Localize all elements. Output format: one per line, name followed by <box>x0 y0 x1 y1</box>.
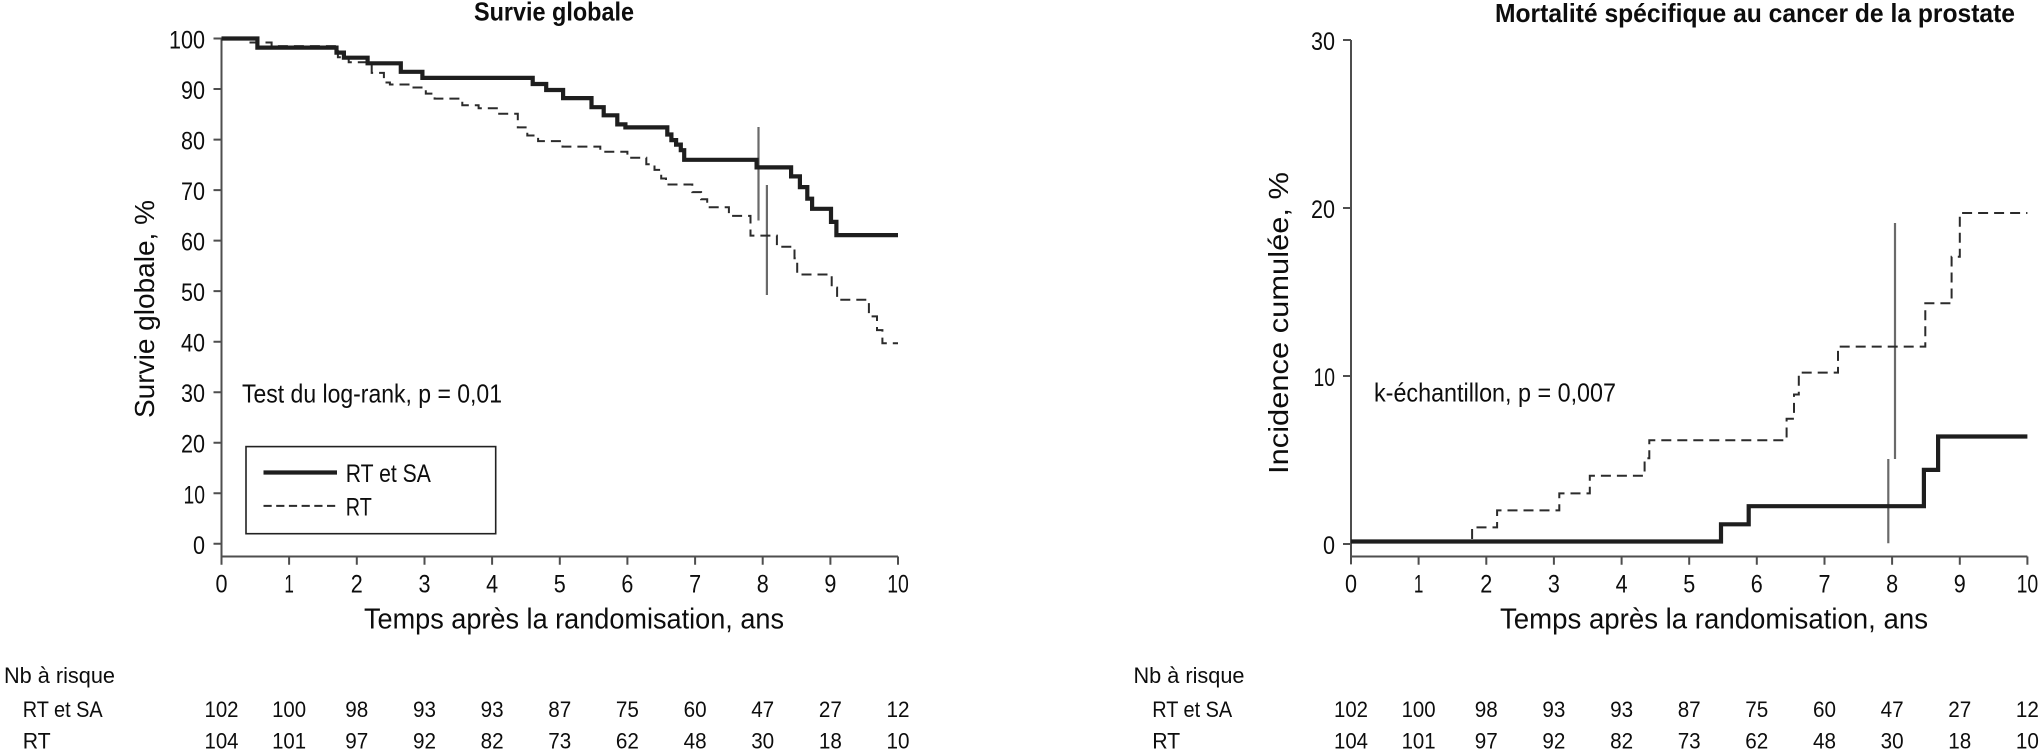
svg-text:9: 9 <box>1954 571 1966 599</box>
svg-text:92: 92 <box>1542 729 1565 752</box>
svg-text:82: 82 <box>481 729 504 752</box>
svg-text:12: 12 <box>2016 697 2039 722</box>
svg-text:RT: RT <box>346 494 372 522</box>
svg-text:87: 87 <box>548 697 571 722</box>
svg-text:100: 100 <box>169 27 205 55</box>
svg-text:6: 6 <box>1751 571 1763 599</box>
svg-text:Nb à risque: Nb à risque <box>4 663 115 688</box>
svg-text:Survie globale: Survie globale <box>474 0 634 27</box>
svg-text:75: 75 <box>616 697 639 722</box>
svg-text:Incidence cumulée, %: Incidence cumulée, % <box>1263 172 1294 474</box>
svg-text:Temps après la randomisation,: Temps après la randomisation, ans <box>364 604 784 636</box>
svg-text:10: 10 <box>184 481 206 509</box>
svg-text:48: 48 <box>1813 729 1836 752</box>
svg-text:10: 10 <box>887 729 910 752</box>
svg-text:60: 60 <box>1813 697 1836 722</box>
svg-text:20: 20 <box>181 431 205 459</box>
svg-text:98: 98 <box>345 697 368 722</box>
svg-text:73: 73 <box>1678 729 1701 752</box>
svg-text:10: 10 <box>2017 571 2039 599</box>
svg-text:97: 97 <box>1475 729 1498 752</box>
svg-text:0: 0 <box>1323 532 1335 560</box>
svg-text:2: 2 <box>1480 571 1492 599</box>
svg-text:62: 62 <box>616 729 639 752</box>
svg-text:RT: RT <box>1152 729 1180 752</box>
svg-text:3: 3 <box>1548 571 1560 599</box>
svg-text:0: 0 <box>216 571 228 599</box>
svg-text:30: 30 <box>1881 729 1904 752</box>
svg-text:0: 0 <box>1345 571 1357 599</box>
svg-text:30: 30 <box>751 729 774 752</box>
svg-text:104: 104 <box>1334 729 1368 752</box>
svg-text:Mortalité spécifique au cancer: Mortalité spécifique au cancer de la pro… <box>1495 0 2015 28</box>
svg-text:20: 20 <box>1311 196 1335 224</box>
svg-text:5: 5 <box>1683 571 1695 599</box>
svg-text:80: 80 <box>181 128 205 156</box>
svg-text:47: 47 <box>751 697 774 722</box>
svg-text:8: 8 <box>1886 571 1898 599</box>
svg-text:4: 4 <box>1616 571 1628 599</box>
svg-text:7: 7 <box>689 571 701 599</box>
svg-text:101: 101 <box>1402 729 1436 752</box>
svg-text:90: 90 <box>181 77 205 105</box>
svg-text:Temps après la randomisation,: Temps après la randomisation, ans <box>1500 604 1928 636</box>
svg-text:40: 40 <box>181 330 205 358</box>
svg-text:Survie globale, %: Survie globale, % <box>129 200 160 418</box>
svg-text:1: 1 <box>284 571 294 599</box>
svg-text:10: 10 <box>887 571 909 599</box>
svg-text:48: 48 <box>684 729 707 752</box>
svg-text:93: 93 <box>481 697 504 722</box>
svg-text:18: 18 <box>819 729 842 752</box>
svg-text:10: 10 <box>1314 364 1336 392</box>
svg-text:4: 4 <box>486 571 498 599</box>
svg-text:92: 92 <box>413 729 436 752</box>
svg-text:1: 1 <box>1414 571 1424 599</box>
svg-text:7: 7 <box>1819 571 1831 599</box>
svg-text:5: 5 <box>554 571 566 599</box>
svg-text:100: 100 <box>272 697 306 722</box>
svg-text:2: 2 <box>351 571 363 599</box>
svg-text:9: 9 <box>824 571 836 599</box>
svg-text:27: 27 <box>819 697 842 722</box>
svg-text:6: 6 <box>621 571 633 599</box>
svg-text:RT et SA: RT et SA <box>23 697 103 722</box>
svg-text:0: 0 <box>193 532 205 560</box>
svg-text:73: 73 <box>548 729 571 752</box>
svg-text:8: 8 <box>757 571 769 599</box>
svg-text:87: 87 <box>1678 697 1701 722</box>
svg-text:Test du log-rank, p = 0,01: Test du log-rank, p = 0,01 <box>242 379 502 409</box>
svg-text:18: 18 <box>1948 729 1971 752</box>
svg-text:98: 98 <box>1475 697 1498 722</box>
svg-text:97: 97 <box>345 729 368 752</box>
svg-text:k-échantillon, p = 0,007: k-échantillon, p = 0,007 <box>1374 378 1616 408</box>
svg-text:100: 100 <box>1402 697 1436 722</box>
svg-text:93: 93 <box>1542 697 1565 722</box>
svg-text:RT: RT <box>23 729 51 752</box>
svg-text:102: 102 <box>1334 697 1368 722</box>
svg-text:3: 3 <box>419 571 431 599</box>
svg-text:RT et SA: RT et SA <box>346 460 431 488</box>
svg-text:93: 93 <box>1610 697 1633 722</box>
svg-text:70: 70 <box>181 178 205 206</box>
svg-text:93: 93 <box>413 697 436 722</box>
svg-text:Nb à risque: Nb à risque <box>1134 663 1245 688</box>
svg-text:75: 75 <box>1745 697 1768 722</box>
svg-text:102: 102 <box>205 697 239 722</box>
svg-text:60: 60 <box>181 229 205 257</box>
svg-text:101: 101 <box>272 729 306 752</box>
svg-text:62: 62 <box>1745 729 1768 752</box>
svg-text:30: 30 <box>1311 28 1335 56</box>
svg-text:RT et SA: RT et SA <box>1152 697 1232 722</box>
svg-text:60: 60 <box>684 697 707 722</box>
svg-text:47: 47 <box>1881 697 1904 722</box>
svg-text:12: 12 <box>887 697 910 722</box>
svg-text:50: 50 <box>181 279 205 307</box>
svg-text:10: 10 <box>2016 729 2039 752</box>
svg-text:82: 82 <box>1610 729 1633 752</box>
svg-text:27: 27 <box>1948 697 1971 722</box>
svg-text:104: 104 <box>205 729 239 752</box>
svg-text:30: 30 <box>181 380 205 408</box>
